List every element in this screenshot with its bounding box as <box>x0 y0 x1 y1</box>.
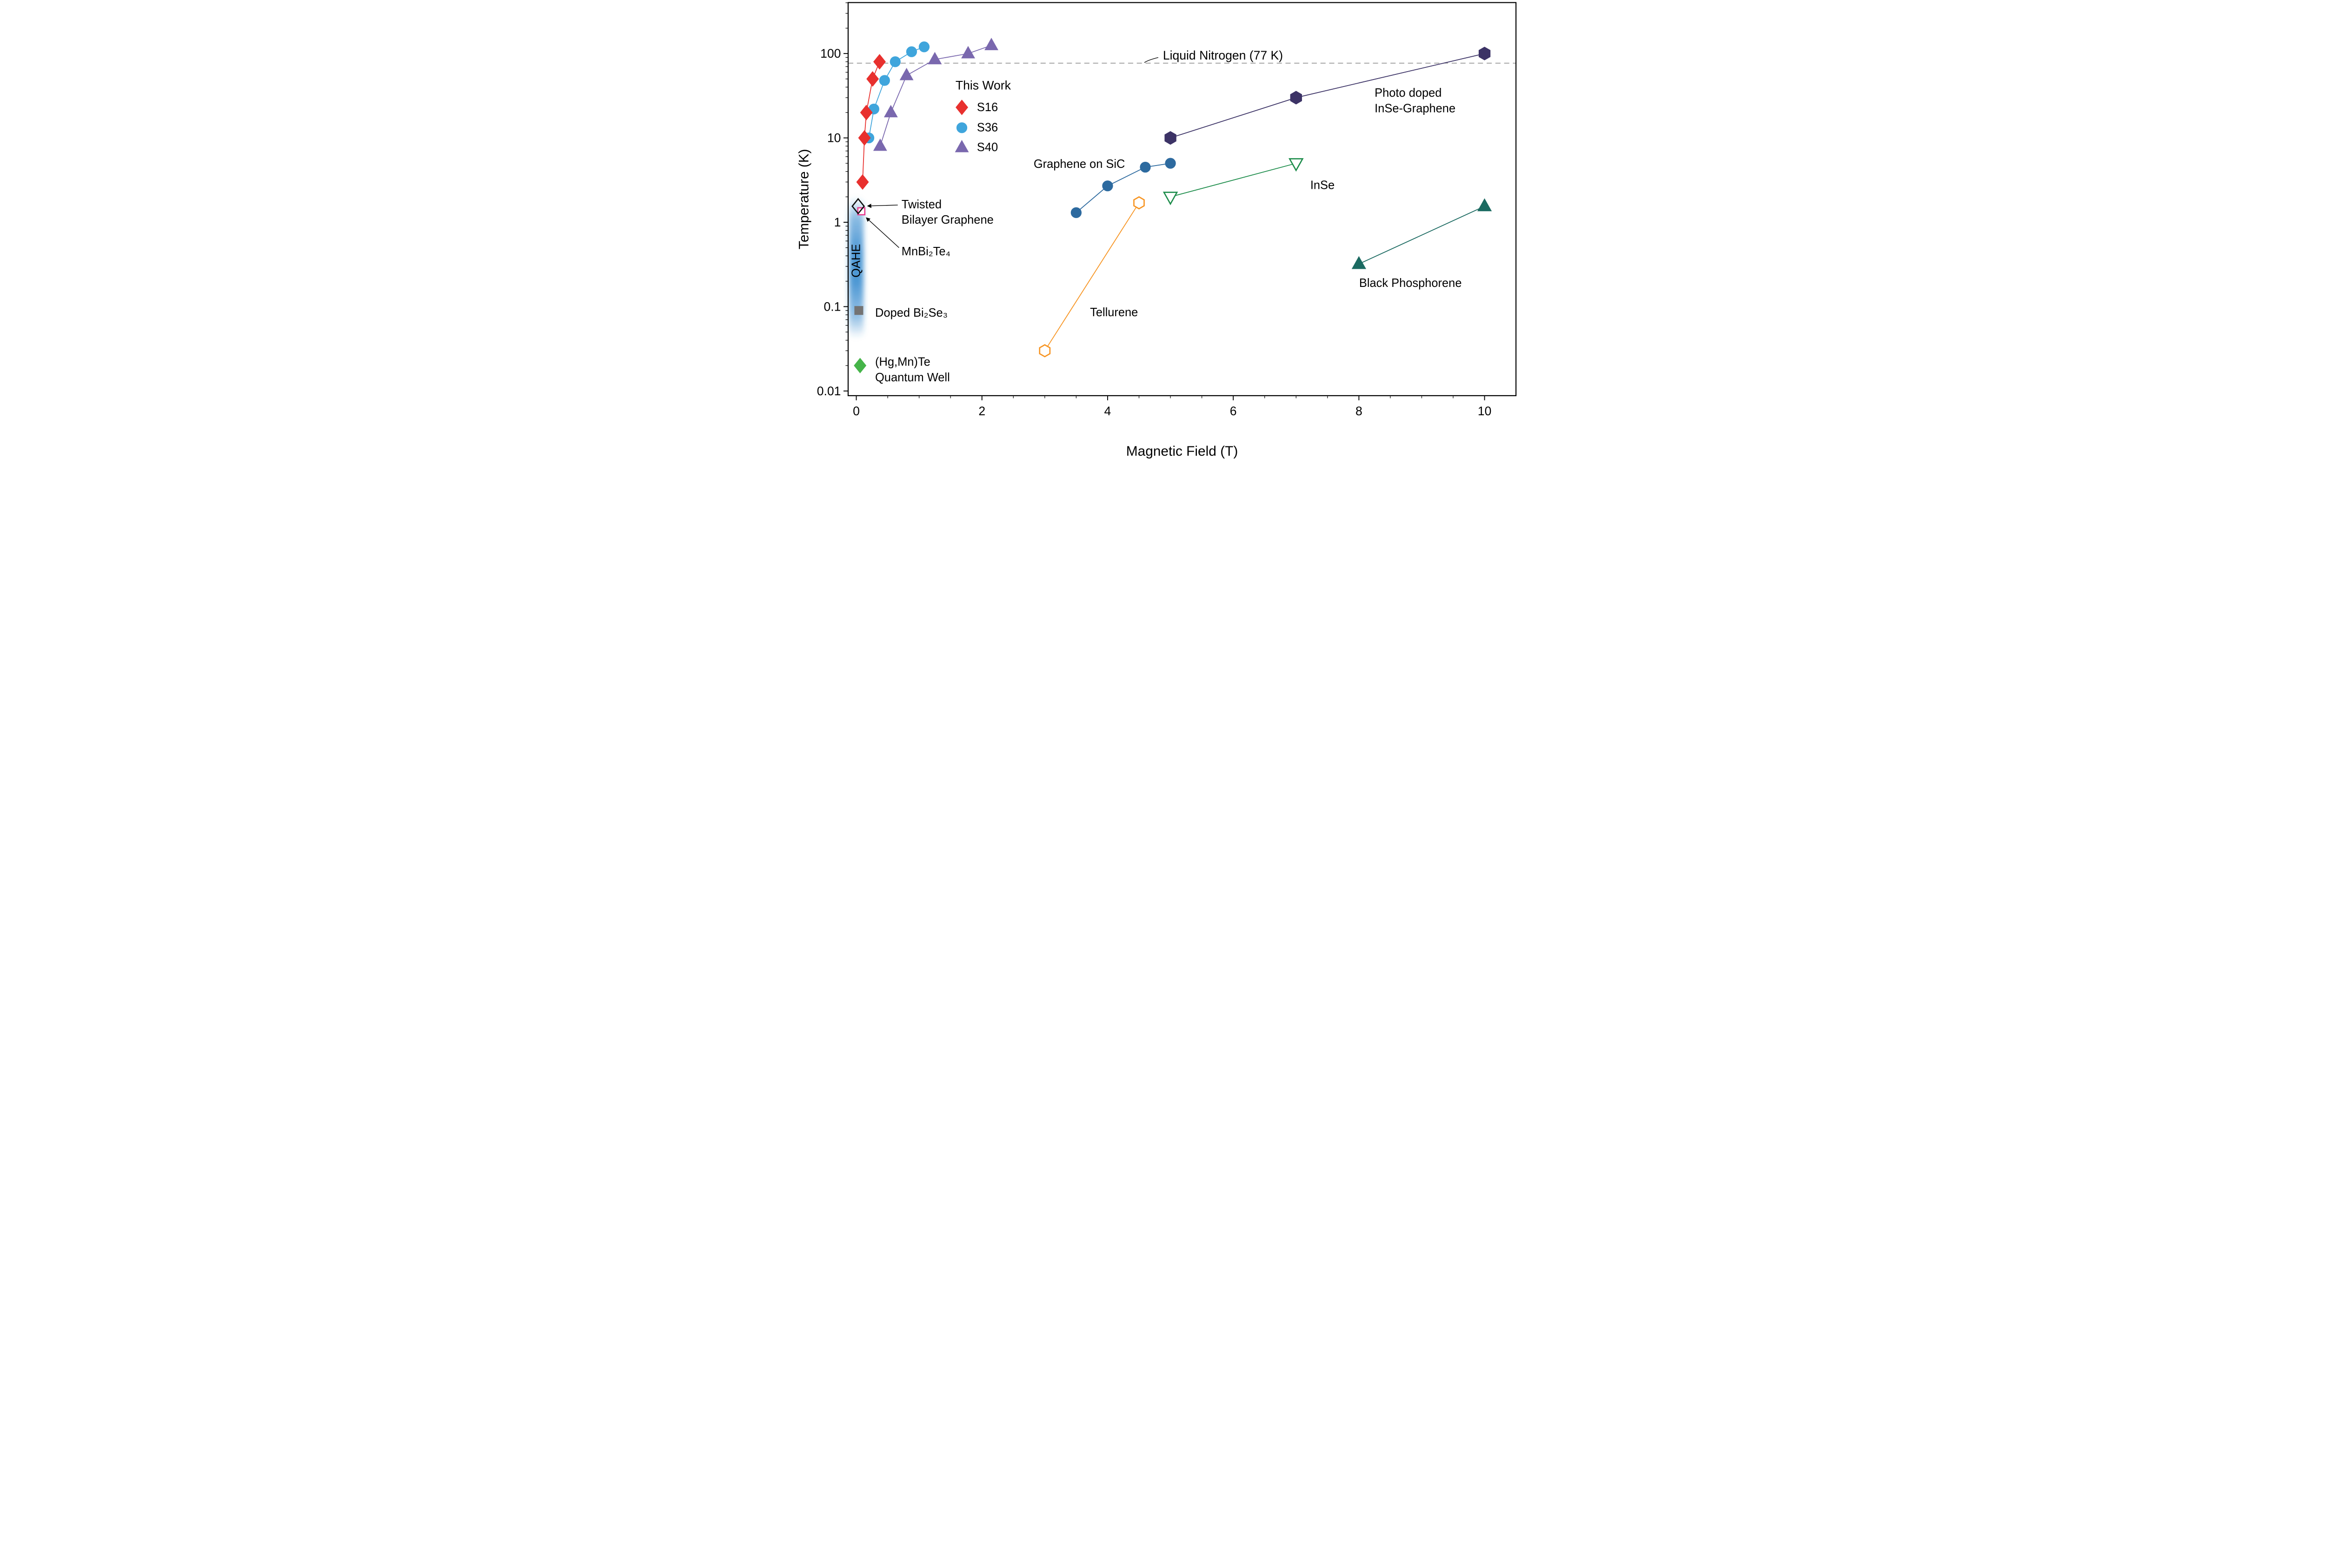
series-line-s40 <box>880 45 992 146</box>
series-line-inse <box>1170 163 1296 198</box>
data-point-s36 <box>879 75 890 86</box>
axes: 0 2 4 6 8 10 0.01 0.1 1 10 100 Magnetic Field (T) Te… <box>796 2 1517 459</box>
series-doped_bi2se3 <box>854 306 864 315</box>
liquid-nitrogen-connector <box>1144 57 1159 63</box>
x-tick-label: 10 <box>1478 404 1492 418</box>
annotation-doped-bi2se3-label: Doped Bi₂Se₃ <box>875 306 948 319</box>
data-point-s36 <box>956 122 968 133</box>
x-tick-label: 0 <box>853 404 860 418</box>
data-point-s40 <box>961 46 975 59</box>
legend-item-s40: S40 <box>977 141 998 154</box>
data-point-graphene_sic <box>1070 207 1082 218</box>
data-point-mnbi2te4 <box>857 207 866 216</box>
data-point-inse <box>1289 158 1304 172</box>
legend-title: This Work <box>956 78 1011 92</box>
data-point-inse_graphene <box>1164 131 1176 145</box>
data-point-twisted_bilayer_graphene <box>851 198 865 215</box>
data-point-s40 <box>873 138 887 151</box>
data-point-graphene_sic <box>1102 180 1113 192</box>
data-point-s16 <box>860 105 873 120</box>
data-point-s16 <box>873 54 886 70</box>
series-hgmnte_qw <box>854 358 867 373</box>
series-inse_graphene <box>1164 47 1491 145</box>
annotation-black-phosphorene-label: Black Phosphorene <box>1359 277 1462 290</box>
series-s40 <box>873 38 998 151</box>
legend-item-s36: S36 <box>977 121 998 134</box>
series-s36 <box>863 41 930 144</box>
data-point-black_phosphorene <box>1477 198 1492 212</box>
qahe-label: QAHE <box>850 244 863 278</box>
data-point-s16 <box>956 100 969 115</box>
data-point-graphene_sic <box>1140 161 1151 173</box>
data-point-s36 <box>890 56 901 67</box>
series-twisted_bilayer_graphene <box>851 198 865 215</box>
legend-item-s16: S16 <box>977 101 998 114</box>
data-point-s40 <box>984 38 998 50</box>
x-tick-label: 8 <box>1355 404 1362 418</box>
x-axis-label: Magnetic Field (T) <box>1126 444 1238 459</box>
data-point-inse_graphene <box>1290 91 1302 105</box>
annotation-twisted-bilayer: Twisted Bilayer Graphene <box>902 198 994 226</box>
arrow-mnbi2te4 <box>866 217 899 248</box>
x-tick-label: 2 <box>978 404 985 418</box>
data-point-s40 <box>899 67 914 80</box>
y-tick-label: 100 <box>820 47 841 60</box>
data-point-black_phosphorene <box>1351 256 1367 269</box>
liquid-nitrogen-label: Liquid Nitrogen (77 K) <box>1163 48 1283 62</box>
annotation-graphene-on-sic: Graphene on SiC <box>1034 158 1125 171</box>
x-tick-label: 6 <box>1230 404 1237 418</box>
annotation-inse-label: InSe <box>1310 179 1335 192</box>
legend: This Work S16 S36 S40 <box>955 78 1011 154</box>
data-point-s40 <box>884 105 898 118</box>
data-point-s16 <box>856 174 869 190</box>
x-tick-label: 4 <box>1104 404 1111 418</box>
series-black_phosphorene <box>1351 198 1492 269</box>
series-graphene_sic <box>1070 158 1176 218</box>
data-point-hgmnte_qw <box>854 358 867 373</box>
y-tick-label: 10 <box>827 131 841 145</box>
chart-figure: QAHE Liquid Nitrogen (77 K) This Work S16 S3… <box>790 0 1534 463</box>
data-point-s40 <box>928 52 942 65</box>
series-tellurene <box>1039 196 1145 358</box>
data-point-s40 <box>955 140 969 153</box>
qahe-band <box>849 197 864 339</box>
series-inse <box>1162 158 1304 206</box>
y-tick-label: 0.1 <box>824 299 841 313</box>
y-tick-label: 1 <box>834 215 841 229</box>
data-point-doped_bi2se3 <box>854 306 864 315</box>
annotation-mnbi2te4-label: MnBi₂Te₄ <box>902 245 950 258</box>
data-point-inse_graphene <box>1478 47 1491 60</box>
data-point-tellurene <box>1039 344 1051 358</box>
annotation-photo-doped: Photo doped InSe-Graphene <box>1375 86 1455 115</box>
series-line-graphene_sic <box>1076 163 1171 213</box>
data-point-s16 <box>858 130 871 146</box>
data-point-s36 <box>906 46 917 57</box>
arrow-twisted-bilayer <box>867 204 898 208</box>
data-point-tellurene <box>1133 196 1145 210</box>
data-point-inse <box>1162 192 1178 206</box>
series-line-black_phosphorene <box>1358 206 1485 265</box>
y-axis-label: Temperature (K) <box>796 149 811 249</box>
chart-canvas: QAHE Liquid Nitrogen (77 K) This Work S16 S3… <box>790 0 1534 463</box>
y-tick-label: 0.01 <box>817 384 841 398</box>
annotation-hgmnte-label: (Hg,Mn)Te Quantum Well <box>875 356 950 384</box>
series-s16 <box>856 54 886 190</box>
data-point-s16 <box>866 71 879 87</box>
series-mnbi2te4 <box>857 207 866 216</box>
series-line-tellurene <box>1044 202 1140 351</box>
data-point-graphene_sic <box>1165 158 1176 169</box>
data-point-s36 <box>918 41 930 53</box>
annotation-tellurene-label: Tellurene <box>1090 306 1138 319</box>
